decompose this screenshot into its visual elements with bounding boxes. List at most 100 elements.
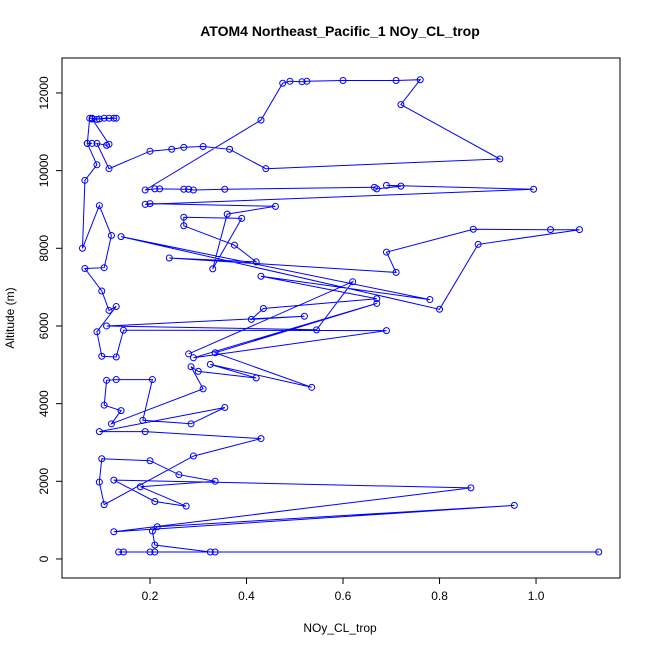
data-point bbox=[136, 483, 144, 491]
data-point bbox=[146, 457, 154, 465]
data-point bbox=[175, 471, 183, 479]
data-point bbox=[148, 527, 156, 535]
data-point bbox=[257, 272, 265, 280]
data-point bbox=[180, 213, 188, 221]
data-point bbox=[180, 143, 188, 151]
data-point bbox=[510, 501, 518, 509]
plot-frame bbox=[61, 57, 621, 579]
data-point bbox=[194, 367, 202, 375]
data-point bbox=[105, 165, 113, 173]
data-point bbox=[115, 548, 123, 556]
data-point bbox=[100, 114, 108, 122]
data-point bbox=[107, 420, 115, 428]
data-point bbox=[221, 404, 229, 412]
data-point bbox=[151, 185, 159, 193]
data-point bbox=[373, 299, 381, 307]
data-point bbox=[595, 548, 603, 556]
data-point bbox=[103, 376, 111, 384]
data-point bbox=[262, 165, 270, 173]
data-point bbox=[95, 478, 103, 486]
data-point bbox=[182, 502, 190, 510]
data-point bbox=[88, 115, 96, 123]
data-point bbox=[156, 185, 164, 193]
data-point bbox=[98, 455, 106, 463]
data-point bbox=[303, 77, 311, 85]
data-point bbox=[100, 264, 108, 272]
data-point bbox=[117, 233, 125, 241]
data-point bbox=[271, 202, 279, 210]
data-point bbox=[185, 350, 193, 358]
data-point bbox=[81, 176, 89, 184]
data-point bbox=[100, 401, 108, 409]
data-point bbox=[112, 303, 120, 311]
data-point bbox=[279, 79, 287, 87]
data-point bbox=[93, 161, 101, 169]
y-tick-label: 10000 bbox=[37, 154, 51, 188]
data-point bbox=[397, 101, 405, 109]
data-point bbox=[259, 304, 267, 312]
data-point bbox=[286, 77, 294, 85]
data-point bbox=[496, 155, 504, 163]
y-tick-label: 0 bbox=[37, 555, 51, 562]
data-point bbox=[392, 268, 400, 276]
data-point bbox=[226, 145, 234, 153]
data-point bbox=[119, 326, 127, 334]
y-tick-label: 4000 bbox=[37, 390, 51, 417]
data-point bbox=[112, 376, 120, 384]
data-point bbox=[206, 548, 214, 556]
data-point bbox=[83, 139, 91, 147]
data-point bbox=[95, 202, 103, 210]
data-point bbox=[189, 186, 197, 194]
data-point bbox=[339, 77, 347, 85]
data-point bbox=[146, 548, 154, 556]
data-point bbox=[257, 435, 265, 443]
data-point bbox=[151, 548, 159, 556]
data-point bbox=[139, 416, 147, 424]
y-tick-label: 12000 bbox=[37, 76, 51, 110]
data-point bbox=[153, 523, 161, 531]
data-point bbox=[185, 185, 193, 193]
data-point bbox=[223, 210, 231, 218]
data-point bbox=[141, 186, 149, 194]
data-point bbox=[141, 200, 149, 208]
data-point bbox=[312, 326, 320, 334]
data-point bbox=[119, 548, 127, 556]
data-point bbox=[93, 139, 101, 147]
data-point bbox=[230, 241, 238, 249]
data-point bbox=[416, 76, 424, 84]
x-tick-label: 1.0 bbox=[528, 589, 545, 603]
data-point bbox=[112, 114, 120, 122]
y-tick-label: 6000 bbox=[37, 312, 51, 339]
data-point bbox=[105, 114, 113, 122]
data-point bbox=[474, 240, 482, 248]
data-point bbox=[117, 407, 125, 415]
data-point bbox=[211, 349, 219, 357]
data-point bbox=[221, 185, 229, 193]
data-point bbox=[88, 139, 96, 147]
data-point bbox=[547, 226, 555, 234]
data-point bbox=[392, 77, 400, 85]
x-axis-label: NOy_CL_trop bbox=[303, 621, 377, 635]
series-line bbox=[82, 79, 599, 553]
data-point bbox=[189, 354, 197, 362]
data-point bbox=[112, 353, 120, 361]
data-point bbox=[93, 328, 101, 336]
data-point bbox=[98, 352, 106, 360]
data-point bbox=[148, 376, 156, 384]
y-axis-label: Altitude (m) bbox=[3, 287, 17, 348]
data-point bbox=[209, 265, 217, 273]
data-point bbox=[187, 420, 195, 428]
data-point bbox=[151, 497, 159, 505]
data-point bbox=[95, 428, 103, 436]
data-point bbox=[436, 305, 444, 313]
data-point bbox=[575, 226, 583, 234]
data-point bbox=[382, 327, 390, 335]
data-point bbox=[168, 145, 176, 153]
data-point bbox=[382, 248, 390, 256]
data-point bbox=[110, 476, 118, 484]
data-point bbox=[373, 185, 381, 193]
data-point bbox=[469, 225, 477, 233]
chart-title: ATOM4 Northeast_Pacific_1 NOy_CL_trop bbox=[200, 23, 480, 39]
data-point bbox=[78, 244, 86, 252]
